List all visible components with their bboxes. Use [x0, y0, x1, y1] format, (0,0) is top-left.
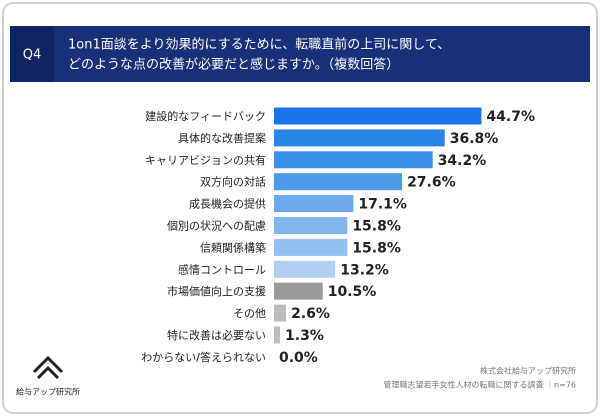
bar	[274, 304, 287, 322]
bar	[274, 173, 403, 191]
bar	[274, 260, 336, 278]
category-label: 特に改善は必要ない	[167, 328, 266, 342]
source: 管理職志望若手女性人材の転職に関する調査 ｜n=76	[384, 380, 577, 390]
logo-text: 給与アップ研究所	[16, 387, 80, 397]
value-label: 0.0%	[279, 350, 318, 366]
value-label: 10.5%	[328, 284, 377, 300]
question-label: Q4	[23, 48, 42, 63]
value-label: 15.8%	[352, 219, 401, 235]
category-label: 信頼関係構築	[200, 240, 266, 254]
question-box	[10, 26, 54, 82]
category-label: 感情コントロール	[178, 263, 266, 276]
value-label: 34.2%	[438, 153, 487, 169]
value-label: 44.7%	[486, 109, 535, 125]
category-label: 市場価値向上の支援	[167, 284, 266, 298]
value-label: 1.3%	[285, 328, 324, 344]
value-label: 17.1%	[358, 197, 407, 213]
category-label: 具体的な改善提案	[178, 131, 266, 145]
bar	[274, 107, 482, 125]
title-line: 1on1面談をより効果的にするために、転職直前の上司に関して、	[68, 37, 450, 53]
value-label: 36.8%	[450, 131, 499, 147]
title-line: どのような点の改善が必要だと感じますか。（複数回答）	[68, 57, 399, 73]
bar	[274, 195, 354, 213]
bar	[274, 238, 348, 256]
value-label: 27.6%	[407, 175, 456, 191]
bar	[274, 129, 445, 147]
bar	[274, 282, 323, 300]
category-label: その他	[233, 307, 266, 320]
bar	[274, 326, 281, 344]
source: 株式会社給与アップ研究所	[480, 366, 576, 376]
category-label: 成長機会の提供	[189, 197, 266, 211]
bar	[274, 151, 433, 169]
category-label: 双方向の対話	[200, 175, 266, 189]
logo: 給与アップ研究所	[16, 355, 80, 397]
category-label: 個別の状況への配慮	[167, 219, 266, 233]
value-label: 2.6%	[291, 306, 330, 322]
value-label: 13.2%	[340, 262, 389, 278]
category-label: キャリアビジョンの共有	[145, 153, 266, 167]
category-label: 建設的なフィードバック	[145, 109, 266, 123]
value-label: 15.8%	[352, 240, 401, 256]
bar	[274, 217, 348, 234]
header-band	[10, 26, 590, 82]
category-label: わからない/答えられない	[141, 350, 266, 364]
